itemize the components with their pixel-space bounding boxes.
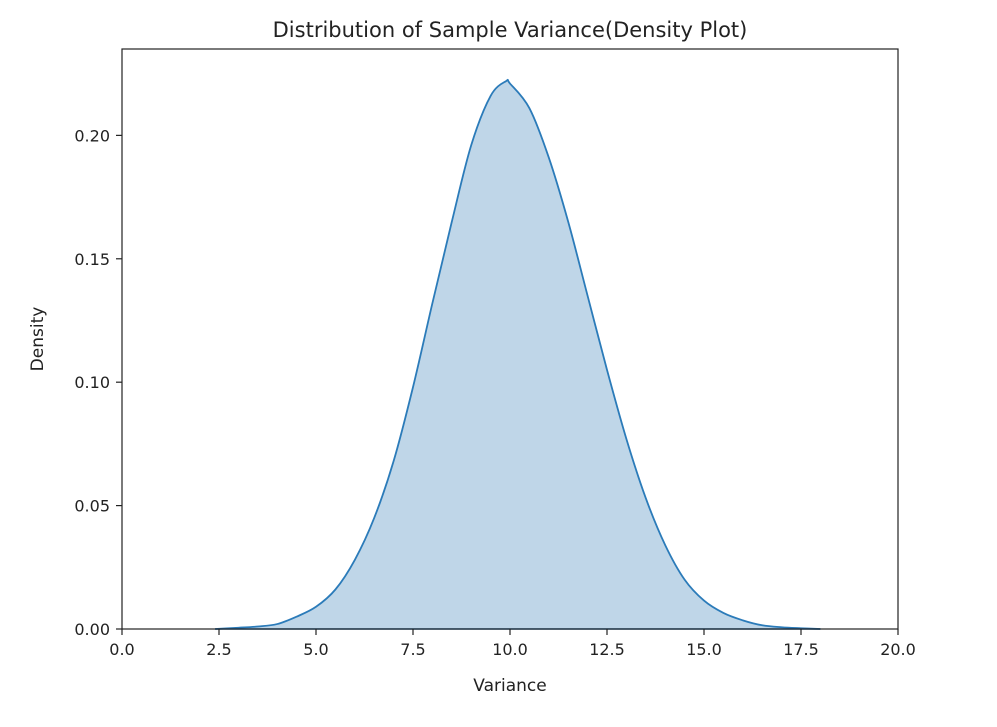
chart-title: Distribution of Sample Variance(Density … bbox=[273, 18, 748, 42]
x-tick-label: 0.0 bbox=[109, 640, 134, 659]
x-tick-label: 17.5 bbox=[783, 640, 819, 659]
x-tick-label: 12.5 bbox=[589, 640, 625, 659]
x-tick-label: 15.0 bbox=[686, 640, 722, 659]
x-tick-label: 7.5 bbox=[400, 640, 425, 659]
y-tick-label: 0.00 bbox=[74, 620, 110, 639]
x-tick-label: 10.0 bbox=[492, 640, 528, 659]
density-area-fill-0 bbox=[215, 79, 821, 629]
x-axis-ticks: 0.0 2.5 5.0 7.5 10.0 12.5 15.0 17.5 20.0 bbox=[109, 629, 916, 659]
x-tick-label: 20.0 bbox=[880, 640, 916, 659]
y-tick-label: 0.15 bbox=[74, 250, 110, 269]
y-tick-label: 0.10 bbox=[74, 373, 110, 392]
x-tick-label: 5.0 bbox=[303, 640, 328, 659]
x-tick-label: 2.5 bbox=[206, 640, 231, 659]
density-curve-0 bbox=[215, 78, 821, 630]
y-axis-label: Density bbox=[28, 307, 48, 372]
y-tick-label: 0.20 bbox=[74, 126, 110, 145]
y-tick-label: 0.05 bbox=[74, 497, 110, 516]
y-axis-ticks: 0.00 0.05 0.10 0.15 0.20 bbox=[74, 126, 122, 639]
plot-area bbox=[215, 78, 821, 630]
x-axis-label: Variance bbox=[473, 676, 546, 696]
